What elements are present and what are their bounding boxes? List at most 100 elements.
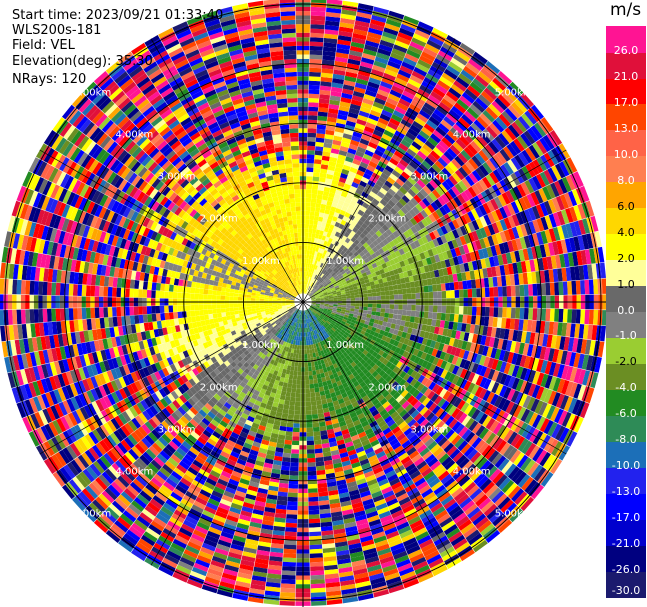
velocity-gate <box>392 366 400 374</box>
velocity-gate <box>513 186 523 199</box>
velocity-gate <box>374 97 386 106</box>
velocity-gate <box>392 230 400 238</box>
velocity-gate <box>331 312 336 316</box>
velocity-gate <box>330 220 337 226</box>
velocity-gate <box>336 292 342 296</box>
velocity-gate <box>324 304 329 307</box>
velocity-gate <box>474 206 484 218</box>
velocity-gate <box>306 167 314 173</box>
velocity-gate <box>363 340 370 347</box>
velocity-gate <box>389 338 396 345</box>
velocity-gate <box>324 209 331 215</box>
velocity-gate <box>557 364 565 379</box>
velocity-gate <box>479 227 488 239</box>
velocity-gate <box>514 118 527 133</box>
velocity-gate <box>573 205 582 221</box>
velocity-gate <box>557 225 565 240</box>
velocity-gate <box>428 332 434 341</box>
velocity-gate <box>366 215 374 223</box>
velocity-gate <box>496 317 503 328</box>
velocity-gate <box>342 318 348 323</box>
velocity-gate <box>348 313 354 317</box>
velocity-gate <box>551 165 562 181</box>
velocity-gate <box>354 173 363 181</box>
velocity-gate <box>380 273 387 279</box>
velocity-gate <box>439 388 448 398</box>
velocity-gate <box>519 380 529 394</box>
velocity-gate <box>333 171 342 177</box>
velocity-gate <box>372 296 377 301</box>
velocity-gate <box>397 386 406 395</box>
velocity-gate <box>506 388 516 401</box>
velocity-gate <box>371 345 377 352</box>
velocity-gate <box>316 133 325 139</box>
velocity-gate <box>378 278 384 284</box>
velocity-gate <box>385 64 400 74</box>
velocity-gate <box>342 265 348 271</box>
velocity-gate <box>333 304 338 307</box>
velocity-gate <box>422 47 438 58</box>
velocity-gate <box>398 98 411 108</box>
velocity-gate <box>448 221 456 231</box>
velocity-gate <box>428 381 437 391</box>
velocity-gate <box>431 348 439 357</box>
velocity-gate <box>435 407 445 418</box>
velocity-gate <box>432 312 438 320</box>
velocity-gate <box>359 251 365 257</box>
velocity-gate <box>325 287 331 291</box>
velocity-gate <box>350 292 355 296</box>
velocity-gate <box>391 215 399 223</box>
velocity-gate <box>320 72 333 79</box>
velocity-gate <box>421 105 434 116</box>
velocity-gate <box>566 431 578 447</box>
velocity-gate <box>472 100 486 113</box>
velocity-gate <box>422 143 433 154</box>
velocity-gate <box>514 391 524 405</box>
velocity-gate <box>511 352 519 365</box>
velocity-gate <box>325 261 330 267</box>
velocity-gate <box>388 285 394 291</box>
velocity-gate <box>458 289 464 298</box>
velocity-gate <box>489 287 494 297</box>
velocity-gate <box>487 357 495 369</box>
velocity-gate <box>315 313 320 317</box>
velocity-gate <box>340 335 346 341</box>
velocity-gate <box>435 276 441 285</box>
velocity-gate <box>306 444 315 450</box>
velocity-gate <box>295 353 299 359</box>
velocity-gate <box>337 318 343 323</box>
velocity-gate <box>488 256 496 267</box>
velocity-gate <box>431 405 441 415</box>
velocity-gate <box>308 106 319 112</box>
velocity-gate <box>325 16 341 23</box>
velocity-gate <box>403 135 414 145</box>
velocity-gate <box>543 200 553 215</box>
velocity-gate <box>344 254 351 261</box>
velocity-gate <box>352 131 363 139</box>
velocity-gate <box>307 267 310 273</box>
velocity-gate <box>344 260 350 266</box>
velocity-gate <box>370 284 376 290</box>
velocity-gate <box>375 270 381 276</box>
velocity-gate <box>448 363 456 373</box>
velocity-gate <box>342 333 348 339</box>
velocity-gate <box>441 413 452 424</box>
velocity-gate <box>428 116 441 127</box>
velocity-gate <box>366 313 372 319</box>
velocity-gate <box>309 219 314 225</box>
velocity-gate <box>428 402 438 412</box>
velocity-gate <box>285 527 297 533</box>
velocity-gate <box>382 231 390 239</box>
velocity-gate <box>319 278 324 284</box>
velocity-gate <box>565 366 574 381</box>
velocity-gate <box>408 209 417 218</box>
velocity-gate <box>465 417 475 429</box>
velocity-gate <box>362 248 369 255</box>
velocity-gate <box>411 37 427 48</box>
velocity-gate <box>371 292 377 297</box>
velocity-gate <box>436 227 445 237</box>
velocity-gate <box>311 300 316 302</box>
velocity-gate <box>444 133 456 145</box>
velocity-gate <box>363 48 377 57</box>
velocity-gate <box>395 220 403 228</box>
